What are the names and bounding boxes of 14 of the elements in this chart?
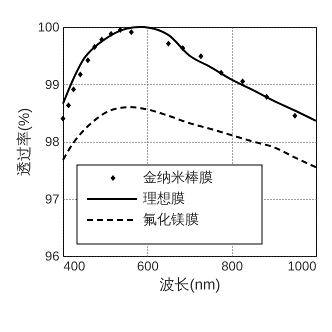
legend-label: 金纳米棒膜 xyxy=(143,169,213,185)
y-tick-label: 97 xyxy=(45,191,60,206)
x-axis-title: 波长(nm) xyxy=(160,276,220,294)
y-tick-label: 98 xyxy=(45,134,60,149)
y-tick-label: 100 xyxy=(38,20,60,34)
x-tick-label: 1000 xyxy=(288,258,316,274)
legend-label: 氟化镁膜 xyxy=(143,211,199,227)
y-tick-label: 96 xyxy=(45,248,60,264)
y-axis-title: 透过率(%) xyxy=(16,108,33,176)
legend-label: 理想膜 xyxy=(143,190,185,206)
y-tick-label: 99 xyxy=(45,76,60,92)
x-tick-label: 600 xyxy=(136,258,159,274)
x-tick-label: 800 xyxy=(221,258,244,274)
x-tick-label: 400 xyxy=(64,258,86,274)
